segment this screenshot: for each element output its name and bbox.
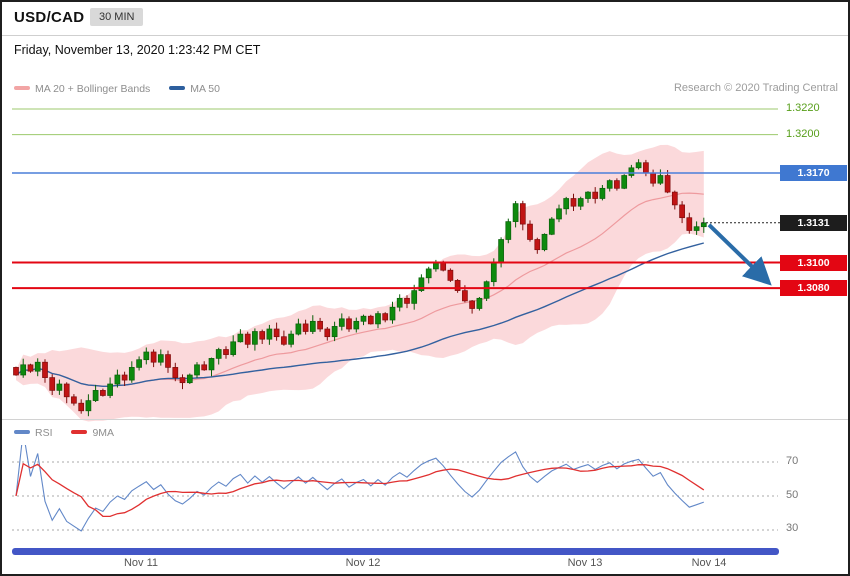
chart-scrollbar[interactable]	[12, 548, 779, 555]
rsi-axis-50: 50	[786, 489, 799, 501]
candlesticks	[13, 159, 707, 417]
symbol-title: USD/CAD	[14, 9, 85, 26]
legend-ma50-label: MA 50	[190, 83, 220, 95]
legend-rsi: RSI	[14, 427, 53, 439]
rsi-legend: RSI 9MA	[14, 427, 130, 439]
rsi-chart[interactable]	[2, 445, 850, 545]
panel-divider	[2, 419, 848, 420]
9ma-swatch-icon	[71, 430, 88, 435]
horizontal-levels	[12, 108, 780, 290]
rsi-swatch-icon	[14, 430, 30, 435]
timeframe-badge[interactable]: 30 MIN	[90, 8, 144, 26]
rsi-9ma-line	[15, 462, 705, 518]
resistance1-label: 1.3200	[786, 128, 820, 140]
rsi-axis-70: 70	[786, 455, 799, 467]
x-axis-nov13: Nov 13	[567, 557, 603, 569]
chart-datetime: Friday, November 13, 2020 1:23:42 PM CET	[14, 43, 261, 57]
x-axis-nov14: Nov 14	[691, 557, 727, 569]
rsi-line	[15, 445, 704, 532]
legend-rsi-label: RSI	[35, 427, 53, 439]
main-legend: MA 20 + Bollinger Bands MA 50	[14, 83, 236, 95]
price-chart[interactable]	[2, 92, 850, 422]
header-bar: USD/CAD 30 MIN	[2, 2, 848, 36]
pivot-label: 1.3170	[780, 165, 847, 181]
rsi-axis-30: 30	[786, 522, 799, 534]
forecast-arrow-icon	[707, 223, 772, 286]
bollinger-band	[16, 144, 704, 422]
x-axis-nov12: Nov 12	[345, 557, 381, 569]
legend-9ma-label: 9MA	[92, 427, 115, 439]
research-credit: Research © 2020 Trading Central	[673, 82, 838, 94]
x-axis-nov11: Nov 11	[123, 557, 159, 569]
support1-label: 1.3100	[780, 255, 847, 271]
support2-label: 1.3080	[780, 280, 847, 296]
resistance2-label: 1.3220	[786, 102, 820, 114]
ma20-swatch-icon	[14, 86, 30, 91]
ma50-swatch-icon	[169, 86, 186, 91]
legend-9ma: 9MA	[71, 427, 114, 439]
legend-ma50: MA 50	[169, 83, 220, 95]
legend-ma20-bollinger: MA 20 + Bollinger Bands	[14, 83, 150, 95]
legend-ma20-label: MA 20 + Bollinger Bands	[35, 83, 151, 95]
last-price-label: 1.3131	[780, 215, 847, 231]
